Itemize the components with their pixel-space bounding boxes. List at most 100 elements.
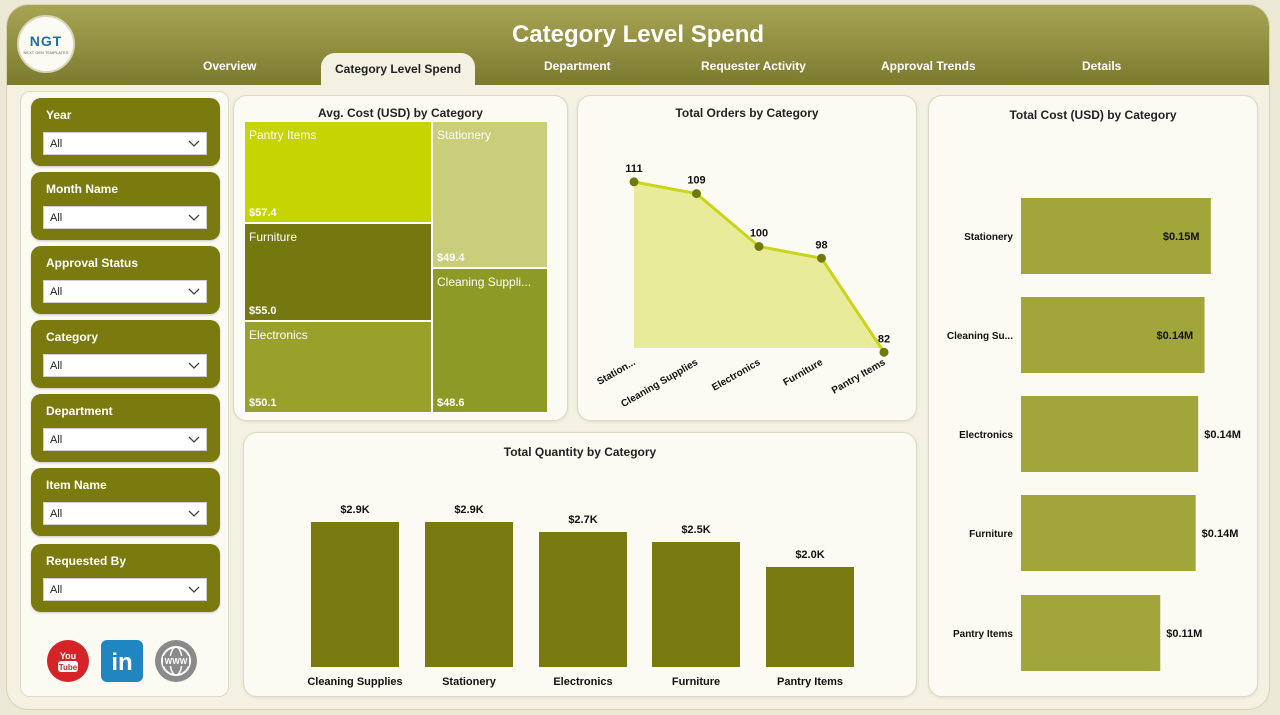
globe-icon: WWW [161,646,191,676]
tab-overview[interactable]: Overview [203,59,257,73]
chart-title: Total Quantity by Category [503,445,657,459]
chevron-down-icon [188,362,200,369]
bar [1021,495,1196,571]
treemap-value: $50.1 [249,397,277,409]
dropdown-value: All [50,508,63,520]
slicer-approval-status: Approval Status All [31,246,220,314]
treemap-cell-pantry-items[interactable]: Pantry Items $57.4 [244,121,432,223]
treemap-area: Pantry Items $57.4 Stationery $49.4 Furn… [244,121,548,413]
chevron-down-icon [188,214,200,221]
bar [1021,198,1211,274]
total-cost-chart-panel: Total Cost (USD) by Category $0.15M Stati… [928,95,1258,697]
linkedin-logo: in [111,649,132,676]
svg-text:Tube: Tube [59,663,78,672]
youtube-icon[interactable]: You Tube [47,640,89,682]
dropdown-value: All [50,434,63,446]
youtube-logo: You Tube [58,651,78,672]
tab-bar: Overview Category Level Spend Department… [7,53,1269,85]
treemap-label: Stationery [437,128,492,142]
category-tick-label: Station... [595,357,637,388]
chevron-down-icon [188,436,200,443]
data-point [879,347,889,357]
slicer-year: Year All [31,98,220,166]
data-label: 82 [878,333,890,345]
ngt-logo[interactable]: NGT NEXT GEN TEMPLATES [17,15,75,73]
category-tick-label: Cleaning Supplies [307,676,402,688]
tab-department[interactable]: Department [544,59,611,73]
slicer-label: Department [46,404,113,418]
bar [425,522,513,667]
tab-details[interactable]: Details [1082,59,1122,73]
data-label: 109 [687,175,705,187]
slicer-department: Department All [31,394,220,462]
data-label: $0.14M [1157,330,1194,342]
slicer-label: Item Name [46,478,107,492]
category-tick-label: Furniture [969,529,1013,540]
tab-approval-trends[interactable]: Approval Trends [881,59,976,73]
treemap-value: $49.4 [437,252,465,264]
data-label: $2.7K [568,514,597,526]
slicer-label: Category [46,330,99,344]
data-label: 100 [750,228,768,240]
bar [539,532,627,667]
dropdown-value: All [50,212,63,224]
dropdown-value: All [50,286,63,298]
data-label: $0.11M [1166,628,1202,640]
treemap-cell-stationery[interactable]: Stationery $49.4 [432,121,548,268]
chart-title: Avg. Cost (USD) by Category [318,106,483,120]
bar [1021,297,1205,373]
category-tick-label: Cleaning Su... [947,331,1013,342]
chevron-down-icon [188,140,200,147]
dashboard-window: NGT NEXT GEN TEMPLATES Category Level Sp… [6,4,1270,710]
tab-requester-activity[interactable]: Requester Activity [701,59,806,73]
bar [1021,595,1161,671]
slicer-label: Requested By [46,554,127,568]
slicer-item-name: Item Name All [31,468,220,536]
chart-title: Total Orders by Category [675,106,819,120]
logo-subtext: NEXT GEN TEMPLATES [23,50,69,55]
treemap-label: Pantry Items [249,128,317,142]
linkedin-icon[interactable]: in [101,640,143,682]
category-tick-label: Electronics [959,430,1013,441]
treemap-cell-electronics[interactable]: Electronics $50.1 [244,321,432,413]
bar [311,522,399,667]
chevron-down-icon [188,288,200,295]
data-point [692,189,701,199]
treemap-value: $57.4 [249,207,277,219]
chart-title: Total Cost (USD) by Category [1009,108,1177,122]
quantity-bar-chart: $2.9K Cleaning Supplies $2.9K Stationery $2.… [307,504,854,688]
month-name-dropdown[interactable]: All [43,206,207,229]
category-tick-label: Stationery [964,232,1013,243]
slicer-requested-by: Requested By All [31,544,220,612]
data-label: $0.14M [1202,528,1239,540]
item-name-dropdown[interactable]: All [43,502,207,525]
requested-by-dropdown[interactable]: All [43,578,207,601]
dropdown-value: All [50,360,63,372]
data-label: $2.9K [340,504,369,516]
website-globe-icon[interactable]: WWW [155,640,197,682]
treemap-cell-cleaning-supplies[interactable]: Cleaning Suppli... $48.6 [432,268,548,413]
slicer-label: Month Name [46,182,118,196]
slicer-category: Category All [31,320,220,388]
chevron-down-icon [188,510,200,517]
department-dropdown[interactable]: All [43,428,207,451]
category-tick-label: Electronics [710,357,763,394]
header-bar: NGT NEXT GEN TEMPLATES Category Level Sp… [7,5,1269,85]
treemap-value: $55.0 [249,305,277,317]
year-dropdown[interactable]: All [43,132,207,155]
avg-cost-treemap-panel: Avg. Cost (USD) by Category Pantry Items… [233,95,568,421]
data-point [754,242,764,251]
approval-status-dropdown[interactable]: All [43,280,207,303]
category-dropdown[interactable]: All [43,354,207,377]
svg-text:You: You [60,651,76,661]
data-label: $0.15M [1163,231,1200,243]
total-quantity-chart-panel: Total Quantity by Category $2.9K Cleaning… [243,432,917,697]
data-label: 98 [815,239,827,251]
category-tick-label: Furniture [781,357,825,389]
bar [652,542,740,667]
category-tick-label: Pantry Items [777,676,843,688]
treemap-label: Electronics [249,328,308,342]
tab-category-level-spend[interactable]: Category Level Spend [321,53,476,85]
category-tick-label: Pantry Items [830,357,888,397]
treemap-cell-furniture[interactable]: Furniture $55.0 [244,223,432,321]
